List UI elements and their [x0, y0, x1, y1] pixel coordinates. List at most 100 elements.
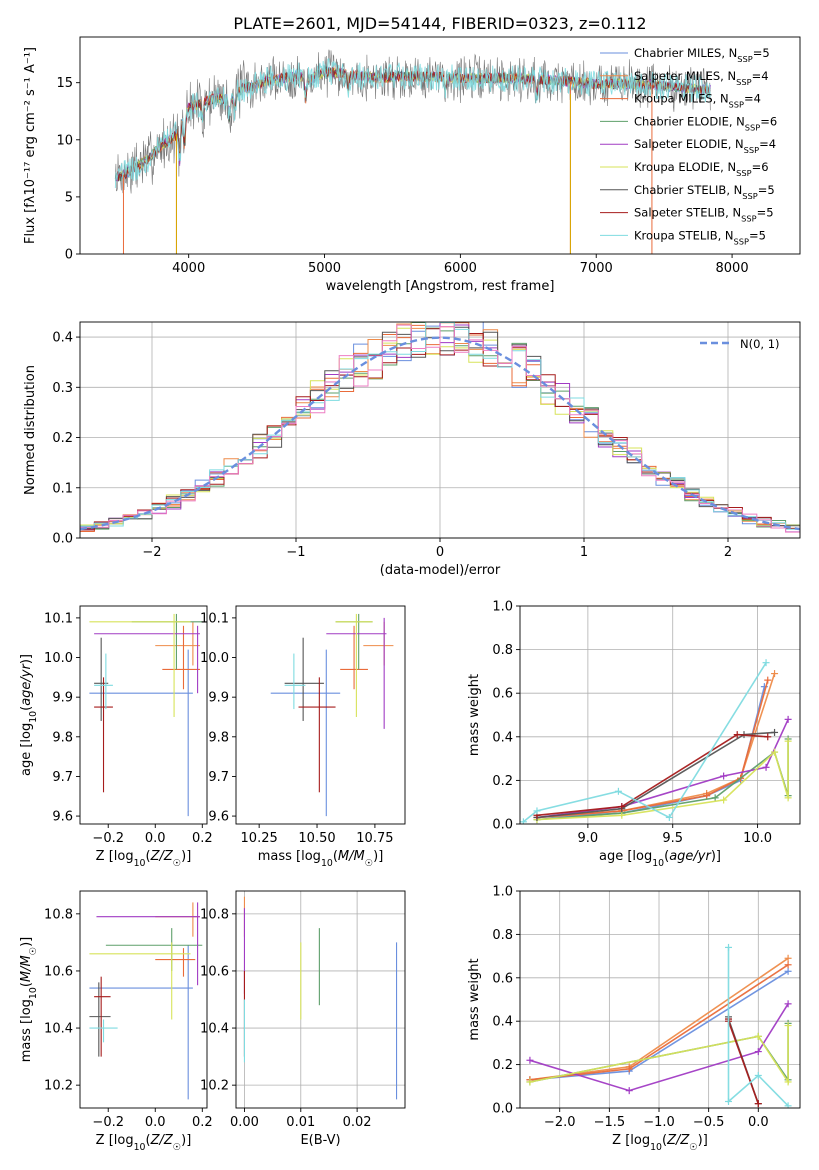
y-axis-label-part: mass weight	[467, 674, 482, 756]
y-axis-label-part: ]	[19, 654, 34, 659]
axes-frame	[235, 890, 406, 1109]
x-axis-label-part: )	[181, 1133, 186, 1148]
mass-weight-marker-salpeter-elodie	[762, 763, 770, 771]
x-tick-label: 5000	[308, 261, 341, 276]
x-tick-label: −2	[142, 545, 161, 560]
mass-weight-marker-salpeter-elodie	[526, 1056, 534, 1064]
legend-entry-kroupa-elodie-part: =6	[752, 160, 769, 174]
x-axis-label-part: log	[632, 849, 652, 864]
axes-frame	[79, 605, 208, 825]
x-axis-label: Z [log10(Z/Z☉)]	[96, 849, 192, 869]
y-tick-label: 9.6	[208, 810, 229, 825]
y-tick-label: 10.6	[200, 964, 229, 979]
plot-area	[520, 659, 792, 824]
x-tick-label: 1	[580, 545, 588, 560]
y-tick-label: 1.0	[492, 885, 513, 900]
y-tick-label: 0.1	[52, 481, 73, 496]
x-tick-label: 8000	[716, 261, 749, 276]
y-axis-label-part: log	[19, 723, 34, 743]
legend-entry-kroupa-stelib-part: =5	[749, 228, 766, 242]
age-vs-metallicity-panel: −0.2 0.0 0.29.69.79.89.910.010.1Z [log10(Z…	[19, 605, 213, 869]
y-axis-label-part: 10	[28, 711, 39, 723]
mass-weight-marker-kroupa-miles	[703, 792, 711, 800]
y-tick-label: 0.8	[492, 928, 513, 943]
x-axis-label-part: log	[114, 1133, 134, 1148]
x-tick-label: −1	[286, 545, 305, 560]
x-tick-label: −2.0	[544, 1115, 576, 1130]
plot-area	[80, 322, 800, 535]
x-axis-label-part: Z [	[96, 849, 114, 864]
x-axis-label-part: Z/Z	[150, 1133, 174, 1148]
y-axis-label: mass weight	[467, 958, 482, 1040]
y-axis-label-part: Flux [fλ10⁻¹⁷ erg cm⁻² s⁻¹ A⁻¹]	[23, 47, 38, 244]
legend-entry-salpeter-miles-part: SSP	[736, 77, 751, 87]
mass-weight-marker-salpeter-stelib	[764, 733, 772, 741]
y-tick-label: 0.2	[492, 1058, 513, 1073]
x-axis-label-part: 10	[650, 1142, 662, 1153]
x-axis-label-part: (	[146, 849, 151, 864]
mass-weight-marker-chabrier-elodie	[711, 794, 719, 802]
mass-weight-marker-salpeter-stelib	[754, 1100, 762, 1108]
x-axis-label-part: age [	[599, 849, 632, 864]
axes-frame	[79, 321, 801, 539]
y-tick-label: 10.8	[44, 907, 73, 922]
legend-entry-kroupa-elodie-part: Kroupa ELODIE, N	[634, 160, 736, 174]
y-tick-label: 10.0	[44, 651, 73, 666]
mass-weight-vs-age-panel: 9.0 9.5 10.0 0.0 0.2 0.4 0.6 0.8 1.0 age [log10(a…	[467, 600, 801, 869]
y-axis-label-part: )	[19, 942, 34, 947]
x-axis-label-part: ☉	[689, 1142, 697, 1153]
mass-weight-marker-kroupa-miles	[764, 676, 772, 684]
legend-entry-kroupa-elodie-part: SSP	[736, 168, 751, 178]
mass-weight-marker-kroupa-stelib	[520, 818, 527, 824]
legend-entry-chabrier-stelib: Chabrier STELIB, NSSP=5	[634, 183, 775, 201]
x-axis-label-part: ]	[186, 1133, 191, 1148]
mass-weight-line-kroupa-stelib	[522, 662, 767, 823]
mass-weight-line-kroupa-stelib	[727, 947, 789, 1107]
x-tick-label: 10.25	[241, 831, 278, 846]
y-tick-label: 10.2	[200, 1079, 229, 1094]
x-axis-label-part: (	[146, 1133, 151, 1148]
y-tick-label: 10	[56, 133, 73, 148]
legend-entry-kroupa-miles-part: =4	[744, 92, 761, 106]
x-tick-label: 0.0	[145, 831, 166, 846]
x-axis-label-part: Z/Z	[150, 849, 174, 864]
mass-weight-line-kroupa-elodie	[529, 1025, 789, 1085]
x-axis-label-part: Z [	[612, 1133, 630, 1148]
y-tick-label: 9.6	[52, 810, 73, 825]
x-axis-label-part: ☉	[365, 858, 373, 869]
x-tick-label: 7000	[580, 261, 613, 276]
legend-entry-chabrier-miles-part: SSP	[737, 54, 752, 64]
x-axis-label-part: )	[373, 849, 378, 864]
y-tick-label: 9.9	[208, 691, 229, 706]
x-axis-label: Z [log10(Z/Z☉)]	[96, 1133, 192, 1153]
residual-histogram	[80, 324, 800, 533]
mass-weight-marker-kroupa-elodie	[784, 1022, 792, 1030]
legend-entry-chabrier-miles-part: =5	[753, 46, 770, 60]
plot-area	[89, 902, 203, 1100]
legend-entry-chabrier-elodie-part: =6	[760, 114, 777, 128]
y-tick-label: 9.8	[208, 730, 229, 745]
axes-frame	[519, 890, 801, 1109]
y-tick-label: 0.0	[492, 1102, 513, 1117]
age-vs-mass-panel: 10.25 10.50 10.75 9.6 9.7 9.8 9.9 10.0 10.1 mass …	[200, 605, 406, 869]
mass-weight-marker-kroupa-elodie	[784, 737, 792, 745]
x-tick-label: −1.5	[594, 1115, 626, 1130]
axes-frame	[235, 605, 406, 825]
legend-entry-chabrier-elodie-part: SSP	[745, 122, 760, 132]
y-axis-label: Flux [fλ10⁻¹⁷ erg cm⁻² s⁻¹ A⁻¹]	[23, 47, 38, 244]
y-tick-label: 9.9	[52, 691, 73, 706]
legend-entry-chabrier-miles-part: Chabrier MILES, N	[634, 46, 737, 60]
mass-weight-line-salpeter-stelib	[536, 733, 768, 817]
x-axis-label-part: M/M	[338, 849, 365, 864]
y-tick-label: 10.4	[200, 1022, 229, 1037]
x-axis-label-part: ]	[186, 849, 191, 864]
x-tick-label: 10.50	[298, 831, 335, 846]
y-tick-label: 0.3	[52, 381, 73, 396]
y-tick-label: 0.2	[52, 431, 73, 446]
mass-weight-marker-kroupa-miles	[625, 1065, 633, 1073]
mass-weight-marker-kroupa-elodie	[720, 796, 728, 804]
legend-entry-chabrier-stelib-part: SSP	[742, 191, 757, 201]
mass-weight-marker-kroupa-elodie	[771, 748, 779, 756]
y-axis-label: mass weight	[467, 674, 482, 756]
